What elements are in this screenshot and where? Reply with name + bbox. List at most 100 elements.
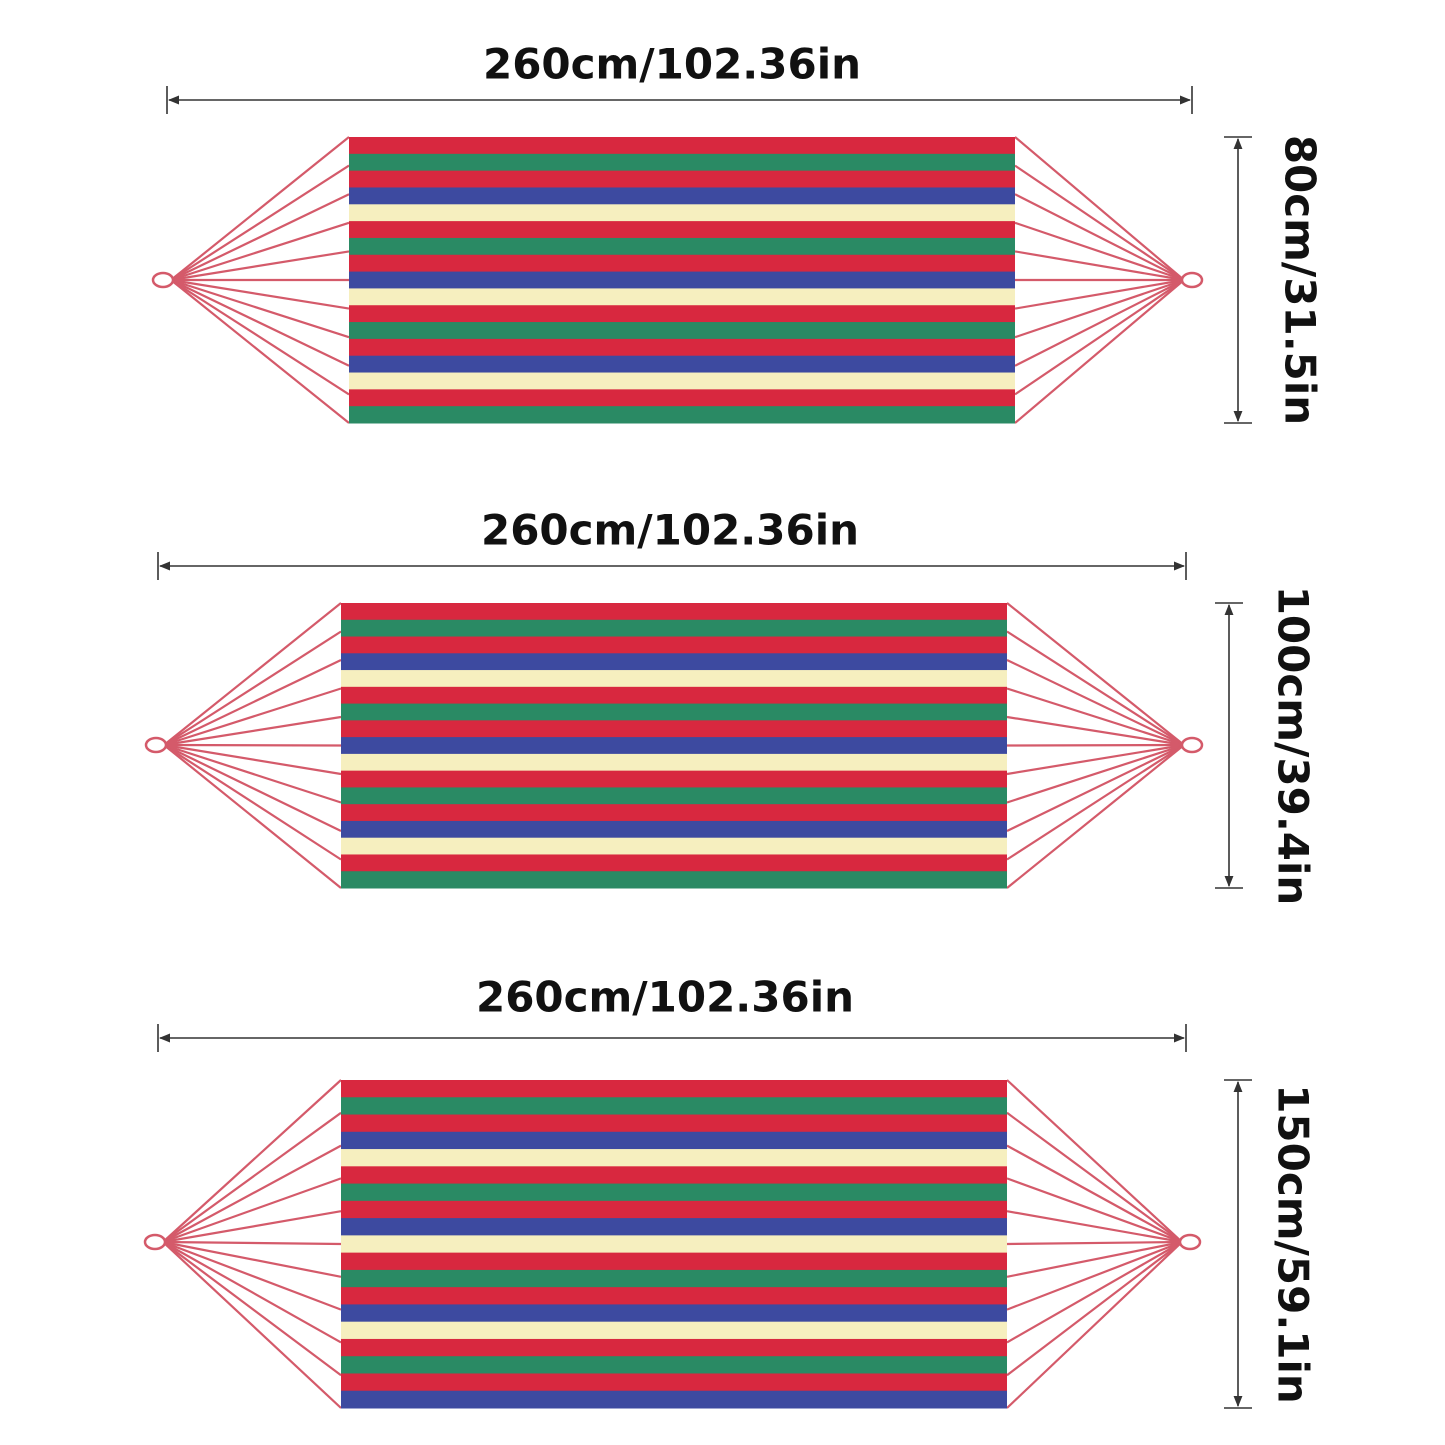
stripe <box>341 1252 1007 1271</box>
rope <box>1006 744 1185 861</box>
rope <box>162 1111 342 1243</box>
height-label: 80cm/31.5in <box>1276 135 1325 425</box>
hammock: 260cm/102.36in 150cm/59.1in <box>143 973 1318 1409</box>
rope <box>1006 1144 1183 1243</box>
rope <box>1006 630 1185 746</box>
stripe <box>341 1183 1007 1202</box>
stripe <box>341 804 1007 822</box>
rope <box>162 1241 342 1344</box>
stripe <box>341 619 1007 638</box>
rope <box>162 1144 342 1243</box>
rope <box>1006 1241 1183 1409</box>
stripe <box>341 720 1007 738</box>
stripe <box>341 871 1007 889</box>
stripe <box>349 221 1015 239</box>
stripe <box>341 753 1007 772</box>
stripe <box>349 389 1015 407</box>
rope <box>1014 250 1185 282</box>
stripe <box>341 1166 1007 1185</box>
rope <box>1006 744 1185 832</box>
ring <box>1180 736 1204 754</box>
rope <box>163 744 342 889</box>
stripe <box>341 837 1007 855</box>
rope <box>170 164 350 281</box>
ring <box>143 1233 167 1251</box>
stripe <box>341 703 1007 721</box>
stripe <box>341 770 1007 788</box>
stripe <box>349 322 1015 340</box>
width-label: 260cm/102.36in <box>481 506 859 555</box>
rope <box>1014 278 1185 310</box>
rope <box>1006 687 1185 747</box>
stripe <box>349 137 1015 155</box>
ring <box>1180 271 1204 289</box>
rope <box>162 1240 342 1246</box>
rope <box>170 279 350 367</box>
rope <box>163 715 342 747</box>
rope <box>1006 659 1185 746</box>
stripe <box>341 670 1007 688</box>
stripe <box>341 1287 1007 1305</box>
rope <box>1006 1111 1183 1243</box>
rope <box>1014 279 1185 424</box>
rope <box>1014 279 1185 396</box>
rope <box>1006 1240 1183 1278</box>
rope <box>170 250 350 282</box>
stripe <box>341 636 1007 654</box>
rope <box>162 1177 342 1244</box>
stripe <box>341 1200 1007 1219</box>
rope <box>1014 193 1185 281</box>
rope <box>170 221 350 282</box>
rope <box>162 1240 342 1278</box>
stripe <box>349 271 1015 289</box>
ring <box>1178 1233 1202 1251</box>
height-label: 100cm/39.4in <box>1269 586 1318 906</box>
stripe <box>341 1080 1007 1098</box>
rope <box>170 136 350 281</box>
stripe <box>341 1304 1007 1323</box>
rope <box>1006 1210 1183 1244</box>
stripe <box>349 237 1015 256</box>
hammock: 260cm/102.36in 100cm/39.4in <box>144 506 1318 906</box>
stripe <box>341 820 1007 839</box>
rope <box>1014 136 1185 281</box>
stripe <box>349 338 1015 357</box>
stripe <box>341 1390 1007 1409</box>
stripe <box>341 1338 1007 1357</box>
rope <box>1014 278 1185 339</box>
rope <box>1006 743 1185 747</box>
rope <box>163 602 342 746</box>
rope <box>1006 743 1185 804</box>
stripe <box>349 153 1015 172</box>
stripe <box>341 1356 1007 1374</box>
rope <box>1006 744 1185 889</box>
stripe <box>341 1269 1007 1288</box>
hammock: 260cm/102.36in 80cm/31.5in <box>151 40 1325 425</box>
rope <box>170 278 350 310</box>
width-label: 260cm/102.36in <box>483 40 861 89</box>
rope <box>170 279 350 396</box>
ring <box>151 271 175 289</box>
rope <box>162 1241 342 1409</box>
rope <box>1006 1177 1183 1244</box>
stripe <box>341 1373 1007 1392</box>
stripe <box>349 254 1015 273</box>
stripe <box>341 787 1007 805</box>
rope <box>170 193 350 281</box>
stripe <box>349 355 1015 374</box>
rope <box>162 1241 342 1377</box>
rope <box>163 687 342 747</box>
rope <box>162 1210 342 1244</box>
rope <box>1006 1241 1183 1344</box>
stripe <box>349 204 1015 222</box>
stripe <box>341 854 1007 872</box>
height-label: 150cm/59.1in <box>1269 1084 1318 1404</box>
rope <box>1014 221 1185 282</box>
rope <box>163 744 342 861</box>
stripe <box>349 372 1015 390</box>
rope <box>1006 1240 1183 1246</box>
rope <box>1006 602 1185 746</box>
rope <box>1006 1079 1183 1243</box>
stripe <box>341 653 1007 671</box>
